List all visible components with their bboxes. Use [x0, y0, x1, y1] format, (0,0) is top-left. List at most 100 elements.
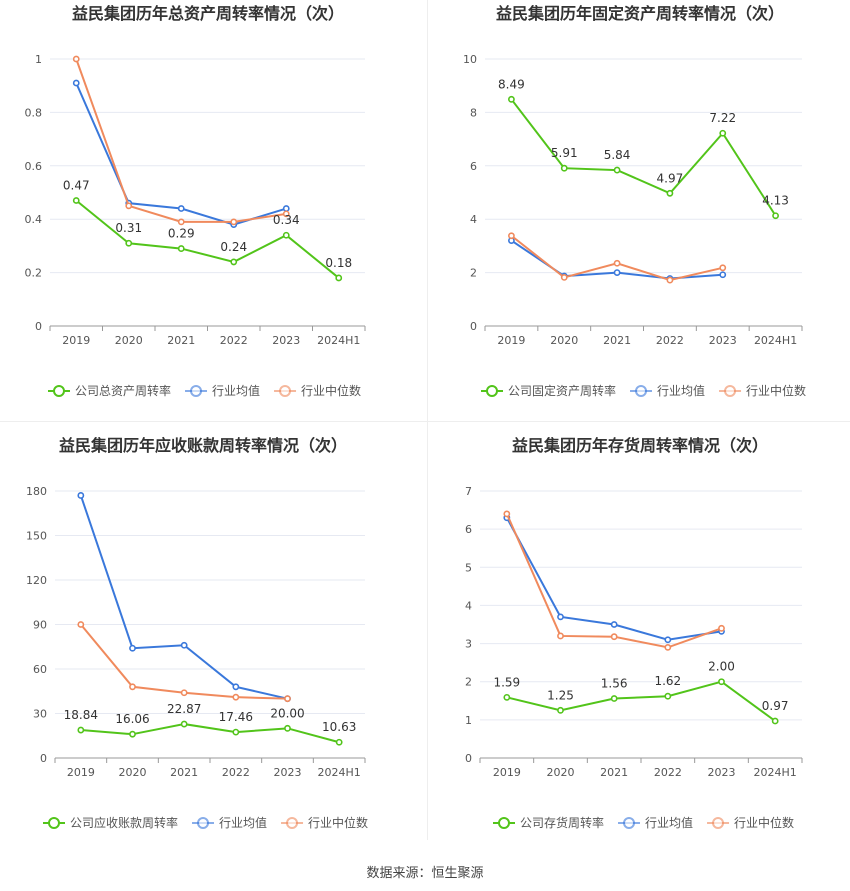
data-label: 5.84 — [604, 148, 631, 162]
data-label: 17.46 — [219, 710, 253, 724]
legend-marker — [635, 385, 648, 397]
x-tick-label: 2024H1 — [318, 766, 361, 779]
chart-panel-1: 益民集团历年总资产周转率情况（次） 0 0.2 0.4 0.6 0.8 1 2019 2020 2… — [25, 4, 366, 398]
data-point-company — [557, 706, 564, 714]
data-point-company — [232, 728, 240, 736]
data-point-company — [613, 166, 621, 174]
data-point-median — [72, 55, 80, 63]
x-tick-label: 2024H1 — [317, 334, 360, 347]
series-line-company — [75, 199, 340, 279]
y-tick-label: 7 — [465, 485, 472, 498]
data-point-median — [560, 274, 568, 281]
x-tick-label: 2019 — [493, 766, 521, 779]
x-tick-label: 2022 — [220, 334, 248, 347]
legend-label: 行业中位数 — [746, 383, 806, 398]
x-tick-label: 2019 — [62, 334, 90, 347]
legend-label: 公司总资产周转率 — [75, 383, 171, 398]
data-point-median — [666, 276, 674, 284]
chart-panel-2: 益民集团历年固定资产周转率情况（次） 0 2 4 6 8 10 2019 2020 2021 202… — [463, 4, 806, 398]
data-label: 1.62 — [654, 674, 681, 688]
data-label: 4.97 — [657, 171, 684, 185]
y-tick-label: 10 — [463, 53, 477, 66]
data-point-company — [508, 95, 515, 103]
y-tick-label: 2 — [470, 267, 477, 280]
y-tick-label: 0 — [40, 752, 47, 765]
legend-marker — [712, 817, 725, 829]
data-point-median — [232, 693, 240, 701]
data-point-company — [180, 720, 188, 728]
legend-item-median: 行业中位数 — [281, 815, 368, 830]
data-point-company — [560, 164, 568, 172]
legend-item-company: 公司总资产周转率 — [48, 383, 171, 398]
vertical-divider — [427, 0, 428, 840]
y-tick-label: 1 — [465, 714, 472, 727]
y-tick-label: 0 — [465, 752, 472, 765]
data-point-median — [125, 202, 133, 210]
legend-marker — [724, 385, 737, 397]
x-tick-label: 2024H1 — [754, 334, 797, 347]
data-point-company — [666, 189, 674, 197]
data-point-median — [282, 210, 290, 218]
y-tick-label: 6 — [470, 160, 477, 173]
data-label: 20.00 — [270, 706, 304, 720]
legend-marker — [48, 817, 60, 829]
y-tick-label: 0.2 — [25, 267, 43, 280]
data-point-avg — [719, 271, 727, 279]
data-point-median — [230, 218, 238, 226]
data-label: 0.97 — [762, 699, 789, 713]
legend-marker — [53, 385, 65, 397]
legend-item-company: 公司存货周转率 — [493, 815, 604, 830]
chart-panel-4: 益民集团历年存货周转率情况（次） 0 1 2 3 4 5 6 7 2019 2020 2021 2022… — [465, 436, 803, 830]
data-point-avg — [664, 636, 672, 644]
data-label: 0.29 — [168, 227, 195, 241]
horizontal-divider — [0, 421, 850, 422]
legend-item-avg: 行业均值 — [192, 815, 267, 830]
x-tick-label: 2023 — [274, 766, 302, 779]
series-line-company — [80, 723, 340, 744]
x-tick-label: 2020 — [547, 766, 575, 779]
x-tick-label: 2022 — [654, 766, 682, 779]
legend-marker — [279, 385, 292, 397]
data-point-company — [177, 245, 185, 252]
y-tick-label: 1 — [35, 53, 42, 66]
legend-marker — [286, 817, 299, 829]
chart-title: 益民集团历年存货周转率情况（次） — [512, 436, 768, 455]
legend-item-avg: 行业均值 — [618, 815, 693, 830]
data-point-company — [230, 258, 238, 266]
legend-label: 公司存货周转率 — [520, 815, 604, 830]
data-point-median — [718, 624, 725, 632]
data-label: 0.34 — [273, 213, 300, 227]
data-point-avg — [77, 492, 85, 499]
data-point-company — [772, 212, 779, 220]
x-tick-label: 2021 — [600, 766, 628, 779]
x-tick-label: 2023 — [708, 766, 736, 779]
data-point-company — [335, 738, 343, 746]
x-tick-label: 2021 — [167, 334, 195, 347]
data-point-median — [180, 689, 188, 697]
legend-label: 行业均值 — [219, 815, 267, 830]
y-tick-label: 150 — [26, 530, 47, 543]
data-point-avg — [72, 79, 80, 87]
y-tick-label: 30 — [33, 708, 47, 721]
x-tick-label: 2021 — [170, 766, 198, 779]
data-point-company — [719, 129, 727, 137]
series-line-company — [510, 98, 777, 217]
x-tick-label: 2022 — [656, 334, 684, 347]
data-point-avg — [129, 644, 136, 652]
y-tick-label: 2 — [465, 676, 472, 689]
legend-marker — [498, 817, 510, 829]
data-point-median — [503, 510, 511, 518]
data-point-avg — [613, 269, 621, 276]
y-tick-label: 90 — [33, 619, 47, 632]
data-point-median — [284, 695, 291, 703]
legend-marker — [486, 385, 498, 397]
legend-label: 公司固定资产周转率 — [508, 383, 616, 398]
data-point-median — [177, 218, 185, 226]
y-tick-label: 5 — [465, 561, 472, 574]
legend-label: 行业中位数 — [301, 383, 361, 398]
legend-marker — [190, 385, 203, 397]
data-label: 1.25 — [547, 688, 574, 702]
data-point-company — [664, 692, 672, 700]
legend-item-median: 行业中位数 — [274, 383, 361, 398]
